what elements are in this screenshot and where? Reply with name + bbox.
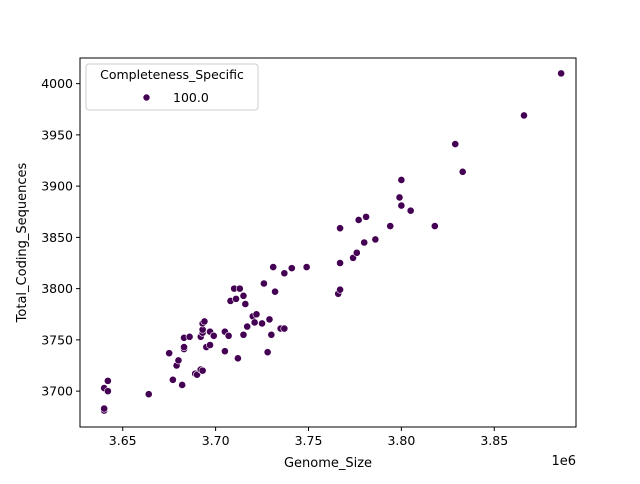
y-tick-label: 3800	[41, 281, 73, 296]
legend-box	[85, 63, 259, 111]
data-point	[234, 354, 242, 363]
data-point	[224, 331, 233, 340]
legend-entry-label: 100.0	[173, 90, 209, 105]
data-point	[352, 248, 361, 257]
data-point	[397, 201, 406, 210]
data-point	[239, 291, 248, 300]
data-point	[174, 356, 183, 365]
data-point	[267, 330, 276, 339]
data-point	[265, 315, 274, 324]
x-tick-label: 3.70	[202, 433, 230, 448]
data-point	[235, 284, 244, 293]
data-point	[287, 264, 296, 273]
data-point	[144, 390, 153, 399]
data-point	[198, 366, 207, 375]
data-point	[302, 263, 311, 271]
y-tick-label: 3900	[41, 179, 73, 194]
data-point	[360, 238, 369, 247]
data-point	[336, 224, 344, 233]
data-point	[103, 376, 112, 385]
data-point	[168, 375, 177, 384]
data-point	[100, 404, 109, 413]
legend-marker	[142, 93, 151, 102]
plot-frame	[79, 57, 577, 428]
y-tick-label: 3750	[41, 332, 73, 347]
y-tick-label: 3700	[41, 384, 73, 399]
data-point	[263, 348, 272, 357]
data-point	[220, 347, 229, 356]
data-point	[406, 206, 415, 215]
y-tick-label: 4000	[41, 76, 73, 91]
data-point	[185, 332, 194, 341]
data-point	[395, 193, 404, 202]
data-point	[269, 263, 278, 271]
data-point	[260, 279, 268, 288]
data-point	[336, 285, 344, 294]
data-point	[271, 287, 279, 296]
x-axis-ticks: 3.65 3.70 3.75 3.80 3.85	[109, 427, 508, 448]
data-point	[178, 381, 187, 389]
data-point	[103, 387, 112, 396]
points-layer	[100, 69, 566, 415]
data-point	[386, 222, 395, 230]
data-point	[520, 111, 528, 120]
data-point	[258, 319, 266, 328]
data-point	[557, 69, 566, 78]
data-point	[180, 343, 188, 351]
data-point	[165, 349, 174, 358]
legend-title: Completeness_Specific	[100, 67, 244, 82]
data-point	[280, 269, 289, 278]
x-tick-label: 3.65	[109, 433, 137, 448]
data-point	[239, 330, 248, 339]
y-axis-label: Total_Coding_Sequences	[15, 162, 30, 323]
data-point	[354, 216, 363, 224]
data-point	[206, 341, 214, 349]
data-point	[362, 212, 370, 221]
data-point	[200, 317, 209, 326]
x-tick-label: 3.75	[295, 433, 323, 448]
data-point	[371, 235, 380, 244]
data-point	[250, 318, 259, 327]
data-point	[241, 300, 250, 308]
x-axis-offset-label: 1e6	[551, 454, 576, 469]
data-point	[397, 176, 406, 184]
data-point	[243, 322, 252, 331]
data-point	[252, 310, 261, 319]
x-tick-label: 3.85	[480, 433, 508, 448]
legend: Completeness_Specific 100.0	[85, 63, 259, 111]
data-point	[451, 140, 460, 148]
data-point	[209, 331, 218, 340]
x-axis-label: Genome_Size	[284, 456, 372, 471]
data-point	[280, 324, 289, 333]
data-point	[430, 222, 439, 230]
x-tick-label: 3.80	[387, 433, 415, 448]
data-point	[458, 167, 467, 176]
y-axis-ticks: 3700 3750 3800 3850 3900 3950 4000	[41, 76, 80, 399]
y-tick-label: 3950	[41, 127, 73, 142]
data-point	[232, 294, 240, 303]
y-tick-label: 3850	[41, 230, 73, 245]
data-point	[336, 259, 344, 267]
